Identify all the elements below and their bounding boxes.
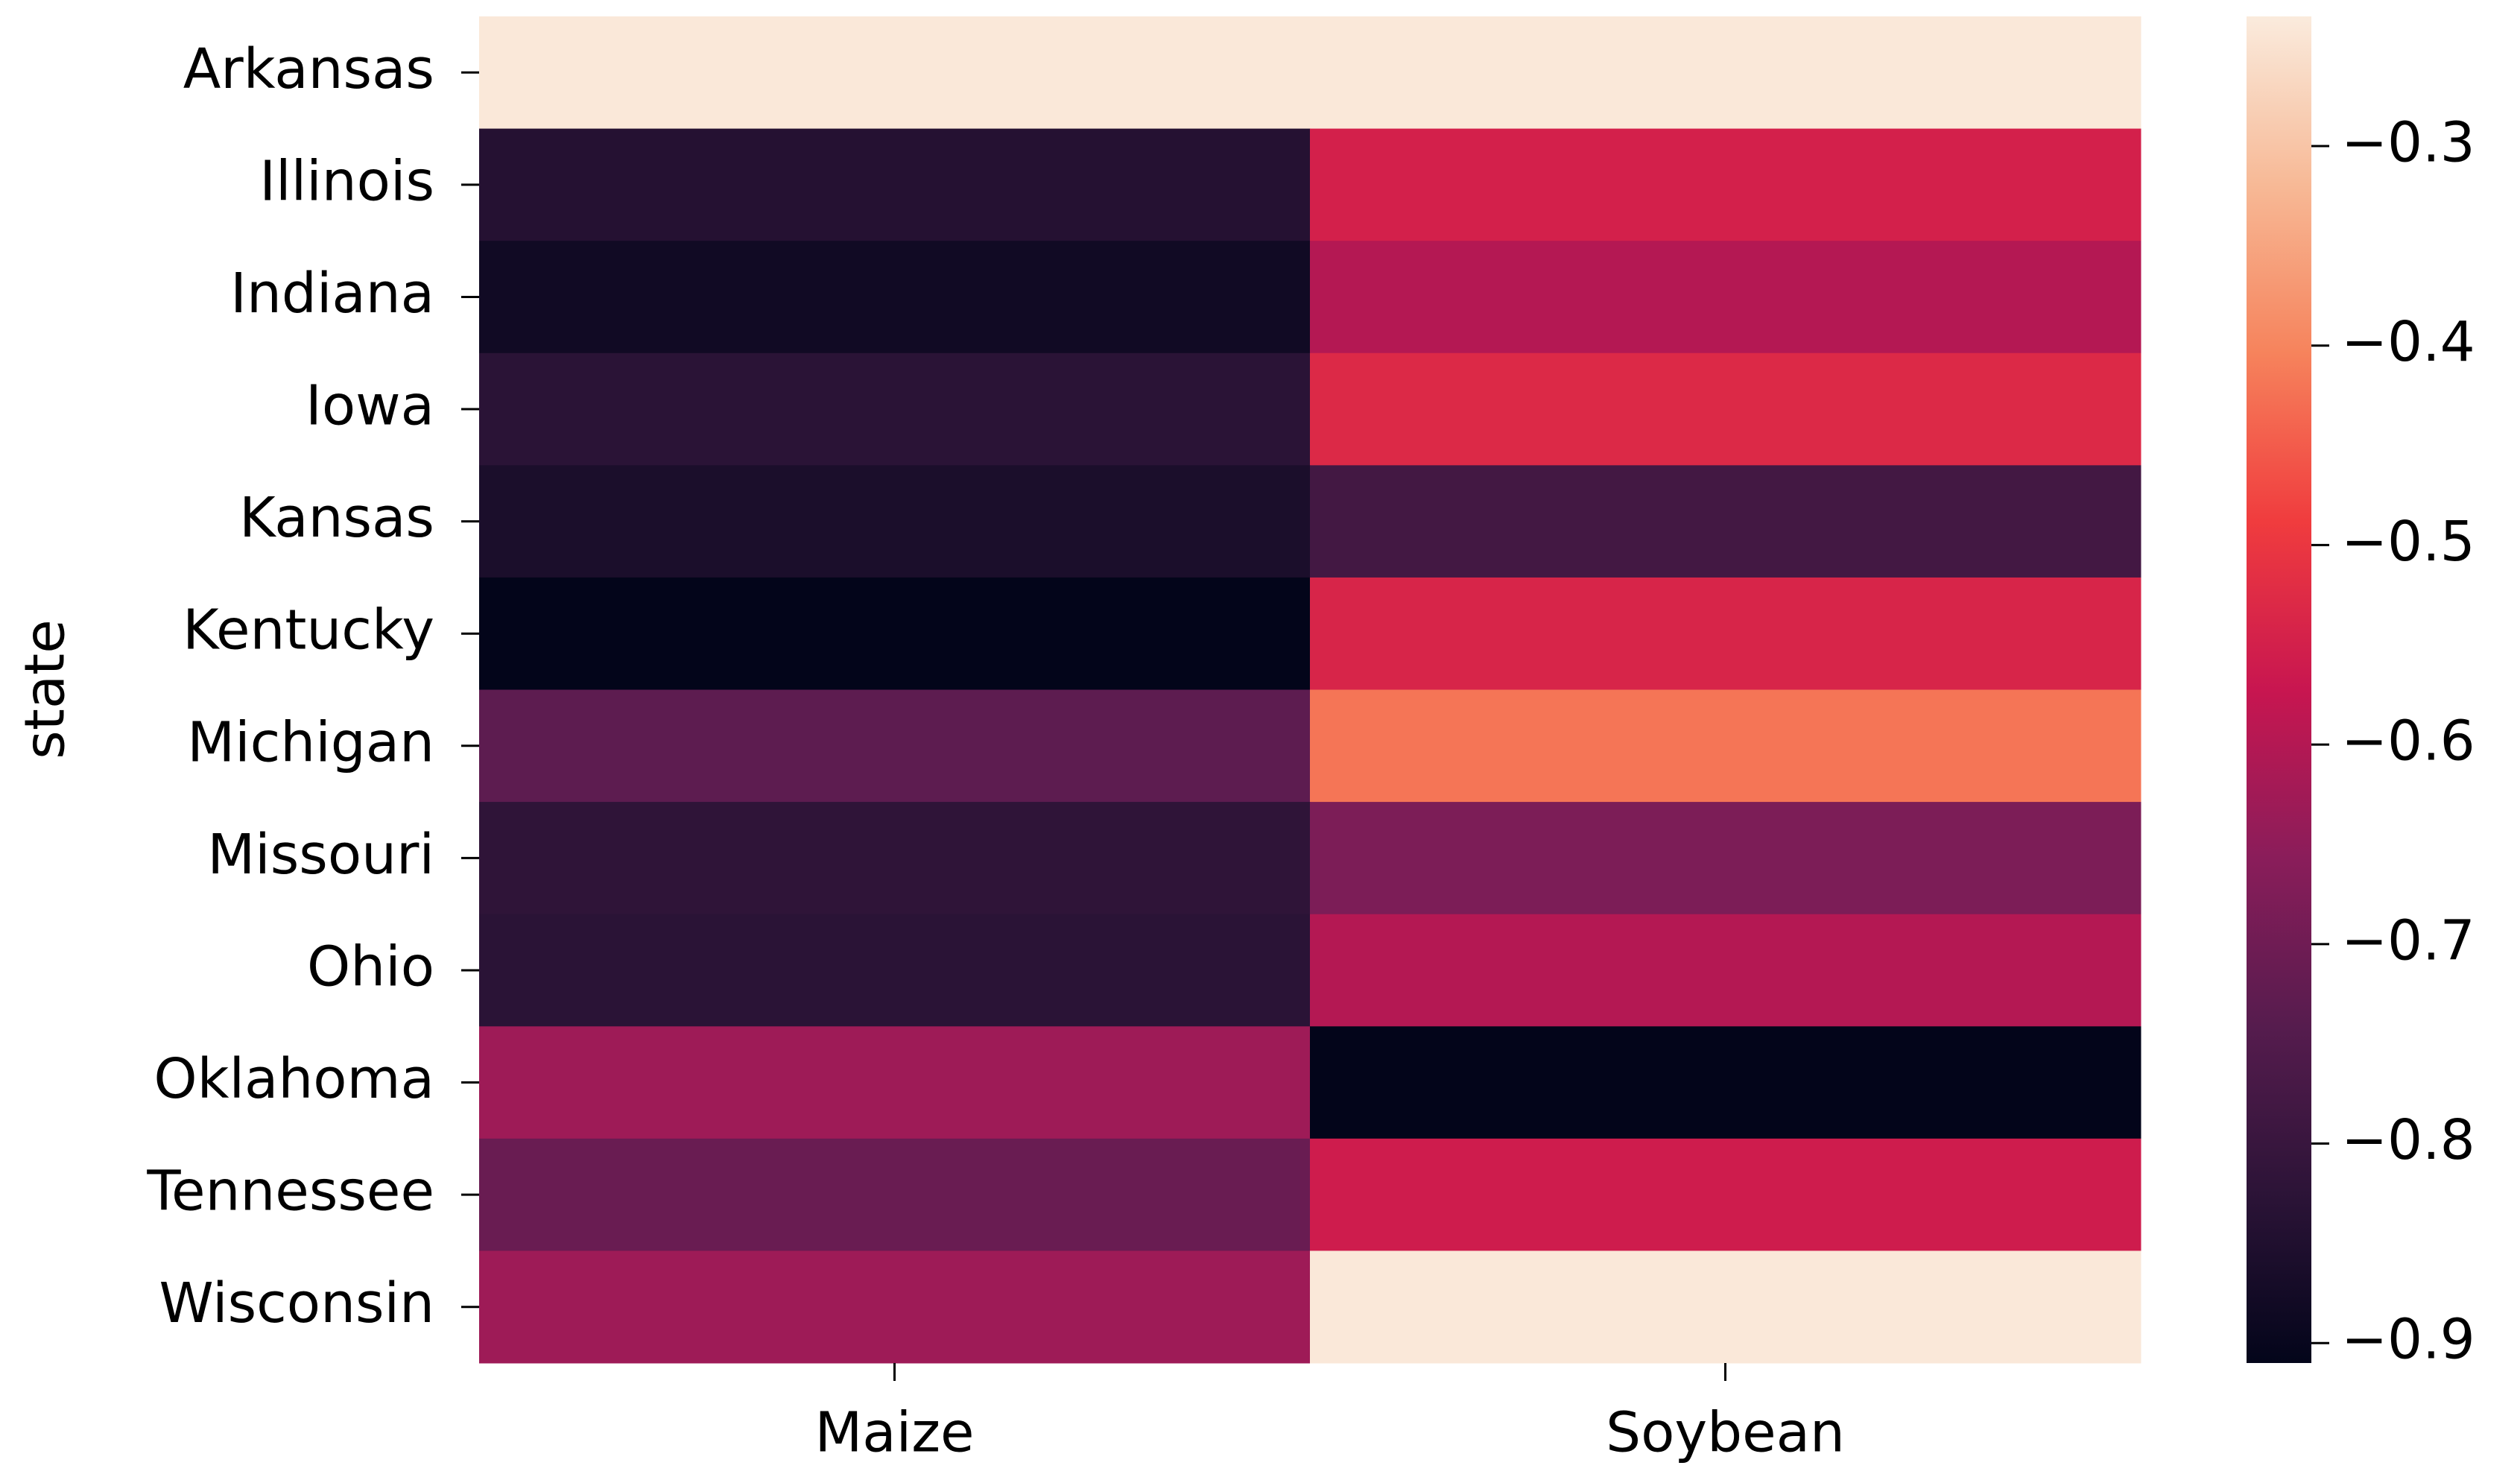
- heatmap-cell: [479, 914, 1311, 1027]
- heatmap-cell: [479, 16, 1311, 130]
- y-axis-label: state: [13, 619, 77, 759]
- heatmap-cell: [479, 1250, 1311, 1364]
- colorbar: [2247, 16, 2311, 1363]
- heatmap-cell: [1310, 128, 2141, 241]
- heatmap-cell: [1310, 1026, 2141, 1139]
- colorbar-tick-label: −0.7: [2341, 908, 2475, 973]
- heatmap-cell: [1310, 1250, 2141, 1364]
- x-tick-label: Soybean: [1606, 1401, 1845, 1465]
- y-tick-label: Illinois: [259, 149, 434, 213]
- colorbar-tick-label: −0.6: [2341, 709, 2475, 774]
- heatmap-cell: [1310, 352, 2141, 466]
- heatmap-cell: [479, 465, 1311, 578]
- y-tick-label: Kentucky: [183, 598, 434, 663]
- heatmap-cell: [1310, 689, 2141, 803]
- colorbar-tick-label: −0.8: [2341, 1108, 2475, 1172]
- heatmap-cell: [1310, 1138, 2141, 1251]
- y-tick-label: Missouri: [207, 823, 434, 887]
- heatmap-cell: [1310, 16, 2141, 130]
- colorbar-tick-label: −0.5: [2341, 510, 2475, 574]
- y-tick-label: Tennessee: [146, 1160, 434, 1224]
- heatmap-cell: [479, 802, 1311, 915]
- heatmap-cell: [479, 577, 1311, 690]
- colorbar-tick-label: −0.9: [2341, 1308, 2475, 1372]
- heatmap-cell: [479, 689, 1311, 803]
- heatmap-cell: [479, 352, 1311, 466]
- x-tick-label: Maize: [814, 1401, 974, 1465]
- heatmap-cell: [1310, 577, 2141, 690]
- heatmap-cell: [479, 241, 1311, 354]
- y-tick-label: Wisconsin: [159, 1271, 434, 1335]
- heatmap-cell: [1310, 914, 2141, 1027]
- y-tick-label: Arkansas: [183, 37, 434, 101]
- heatmap-cell: [1310, 241, 2141, 354]
- y-tick-label: Oklahoma: [153, 1047, 434, 1111]
- y-tick-label: Indiana: [230, 262, 434, 326]
- colorbar-tick-label: −0.4: [2341, 310, 2475, 374]
- y-tick-label: Ohio: [307, 935, 434, 999]
- y-tick-label: Michigan: [187, 710, 434, 774]
- heatmap-cell: [1310, 465, 2141, 578]
- heatmap-cell: [479, 1026, 1311, 1139]
- y-tick-label: Kansas: [239, 486, 434, 550]
- y-tick-label: Iowa: [305, 374, 434, 438]
- heatmap-cell: [479, 1138, 1311, 1251]
- colorbar-tick-label: −0.3: [2341, 111, 2475, 175]
- heatmap-cell: [1310, 802, 2141, 915]
- heatmap-cell: [479, 128, 1311, 241]
